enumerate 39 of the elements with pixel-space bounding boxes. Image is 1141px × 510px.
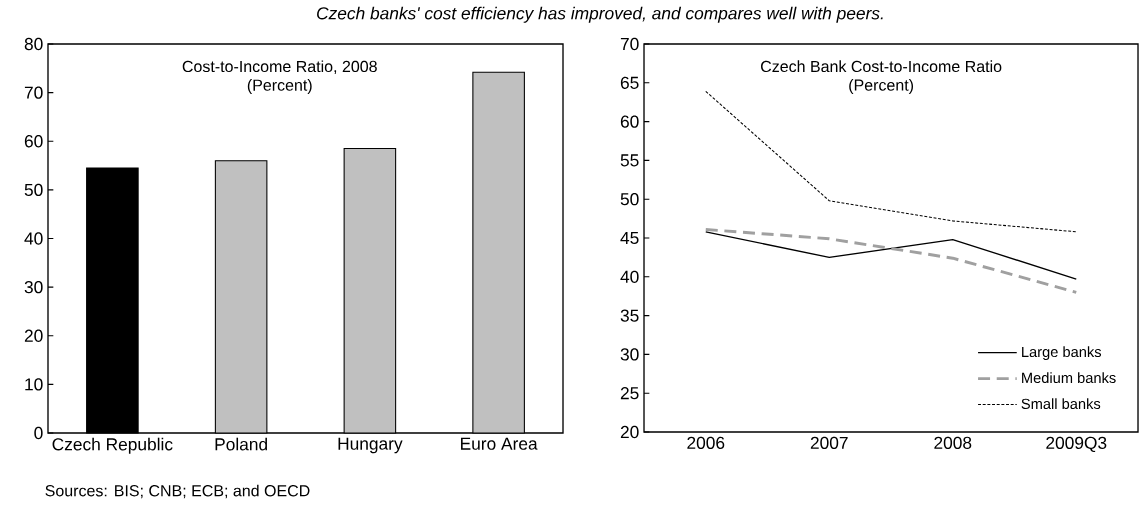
y-tick-label: 55 bbox=[620, 154, 639, 167]
y-tick-label: 25 bbox=[620, 387, 639, 400]
text: (Percent) bbox=[247, 79, 312, 94]
text: Czech Bank Cost-to-Income Ratio bbox=[761, 60, 1002, 73]
y-tick-label: 60 bbox=[620, 115, 639, 128]
x-tick-label: 2006 bbox=[687, 436, 725, 449]
text: Cost-to-Income Ratio, 2008 bbox=[182, 60, 377, 75]
y-tick-label: 35 bbox=[620, 309, 639, 322]
x-tick-label: Poland bbox=[215, 437, 267, 451]
y-tick-label: 10 bbox=[25, 378, 43, 391]
y-tick-label: 40 bbox=[24, 232, 43, 245]
text: Czech banks' cost efficiency has improved, and compares well with peers. bbox=[317, 6, 883, 23]
x-tick-label: 2008 bbox=[934, 436, 972, 449]
y-tick-label: 20 bbox=[620, 425, 639, 439]
y-tick-label: 70 bbox=[620, 37, 639, 51]
y-tick-label: 30 bbox=[24, 280, 43, 294]
x-tick-label: Euro Area bbox=[461, 437, 538, 450]
legend-label: Small banks bbox=[1021, 398, 1101, 410]
y-tick-label: 0 bbox=[34, 426, 43, 440]
line-series bbox=[705, 231, 1077, 280]
y-tick-label: 65 bbox=[620, 76, 639, 89]
y-tick-label: 50 bbox=[620, 193, 639, 206]
x-tick-label: Czech Republic bbox=[52, 437, 173, 454]
y-tick-label: 70 bbox=[24, 86, 43, 99]
legend-label: Large banks bbox=[1022, 346, 1102, 360]
y-tick-label: 60 bbox=[24, 135, 43, 148]
legend-label: Medium banks bbox=[1022, 372, 1116, 384]
line-series bbox=[704, 228, 1078, 294]
y-tick-label: 45 bbox=[620, 231, 639, 245]
x-tick-label: 2007 bbox=[810, 436, 848, 449]
y-tick-label: 30 bbox=[620, 348, 639, 361]
y-tick-label: 80 bbox=[24, 37, 43, 51]
y-tick-label: 50 bbox=[24, 183, 43, 197]
y-tick-label: 40 bbox=[620, 270, 639, 283]
text: (Percent) bbox=[849, 79, 914, 94]
source-note: Sources: BIS; CNB; ECB; and OECD bbox=[45, 484, 310, 499]
y-tick-label: 20 bbox=[24, 329, 43, 342]
x-tick-label: Hungary bbox=[338, 437, 403, 454]
x-tick-label: 2009Q3 bbox=[1046, 436, 1107, 453]
